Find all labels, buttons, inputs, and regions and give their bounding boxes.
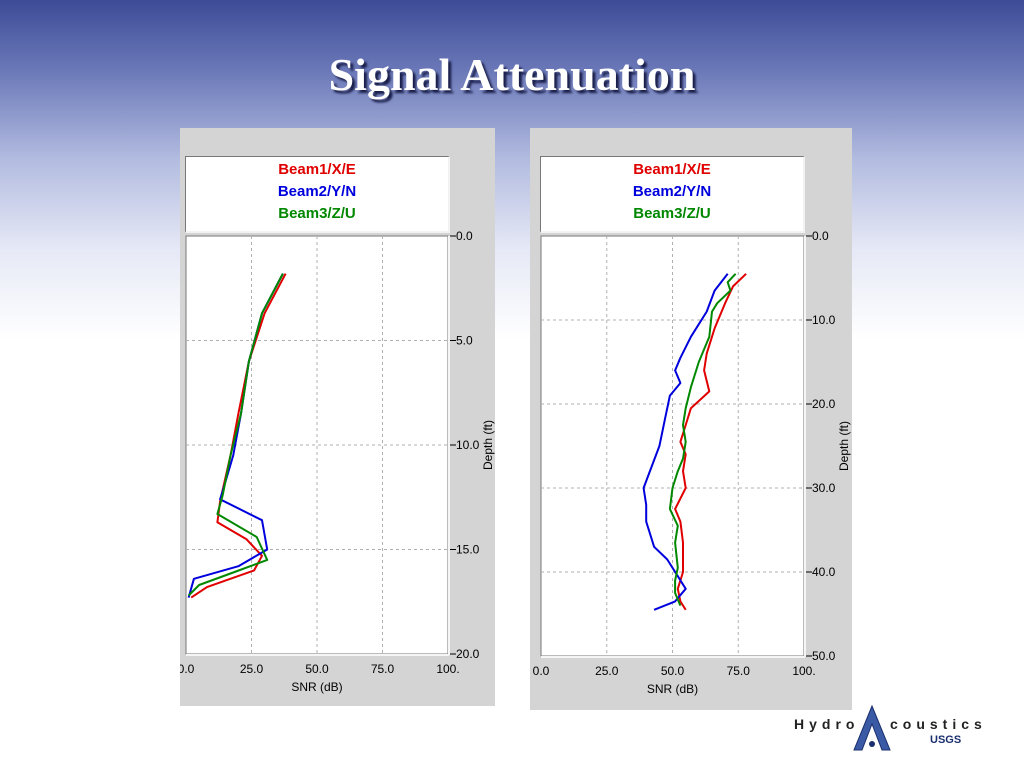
x-tick-label: 0.0: [533, 664, 550, 678]
y-tick-label: 15.0: [456, 543, 480, 557]
hydroacoustics-logo: Hydro coustics USGS: [790, 704, 982, 754]
x-tick-label: 100.: [792, 664, 815, 678]
logo-usgs: USGS: [930, 734, 962, 746]
y-tick-label: 10.0: [812, 313, 836, 327]
y-axis-label: Depth (ft): [481, 420, 495, 470]
x-tick-label: 75.0: [371, 662, 395, 676]
legend-beam1: Beam1/X/E: [278, 161, 356, 178]
snr-depth-chart-left: 0.0 25.0 50.0 75.0 100. 0.0 5.0 10.0 15.0 20.0 SNR…: [180, 229, 495, 694]
legend-beam2: Beam2/Y/N: [277, 183, 357, 200]
series-line-beam3: [187, 273, 284, 597]
x-tick-label: 50.0: [305, 662, 329, 676]
y-tick-label: 20.0: [812, 397, 836, 411]
y-tick-label: 10.0: [456, 438, 480, 452]
triangle-a-logo-icon: [853, 704, 891, 751]
legend-left: Beam1/X/E Beam2/Y/N Beam3/Z/U: [185, 156, 450, 233]
series-line-beam1: [674, 273, 747, 611]
legend-beam3: Beam3/Z/U: [633, 205, 711, 222]
y-tick-label: 30.0: [812, 481, 836, 495]
legend-right: Beam1/X/E Beam2/Y/N Beam3/Z/U: [540, 156, 805, 233]
snr-depth-chart-right: 0.0 25.0 50.0 75.0 100. 0.0 10.0 20.0 30.0 40.0 50…: [533, 229, 851, 696]
legend-beam1: Beam1/X/E: [633, 161, 711, 178]
x-axis-label: SNR (dB): [291, 680, 342, 694]
y-tick-label: 40.0: [812, 565, 836, 579]
x-tick-label: 50.0: [661, 664, 685, 678]
x-axis-label: SNR (dB): [647, 682, 698, 696]
y-tick-label: 0.0: [812, 229, 829, 243]
slide-title: Signal Attenuation: [328, 49, 696, 100]
x-tick-label: 75.0: [727, 664, 751, 678]
y-axis-label: Depth (ft): [837, 421, 851, 471]
x-tick-label: 100.: [436, 662, 459, 676]
series-line-beam3: [668, 273, 737, 606]
legend-beam3: Beam3/Z/U: [278, 205, 356, 222]
logo-text-left: Hydro: [794, 716, 860, 732]
y-tick-label: 20.0: [456, 647, 480, 661]
legend-beam2: Beam2/Y/N: [632, 183, 712, 200]
x-tick-label: 25.0: [595, 664, 619, 678]
y-tick-label: 5.0: [456, 334, 473, 348]
logo-text-right: coustics: [890, 716, 987, 732]
x-tick-label: 25.0: [240, 662, 264, 676]
chart-panel-left: Beam1/X/E Beam2/Y/N Beam3/Z/U 0.0 25.0 50.…: [180, 128, 495, 706]
y-tick-label: 50.0: [812, 649, 836, 663]
chart-panel-right: Beam1/X/E Beam2/Y/N Beam3/Z/U 0.0 25.0 50.…: [530, 128, 852, 710]
y-tick-label: 0.0: [456, 229, 473, 243]
x-tick-label: 0.0: [180, 662, 195, 676]
